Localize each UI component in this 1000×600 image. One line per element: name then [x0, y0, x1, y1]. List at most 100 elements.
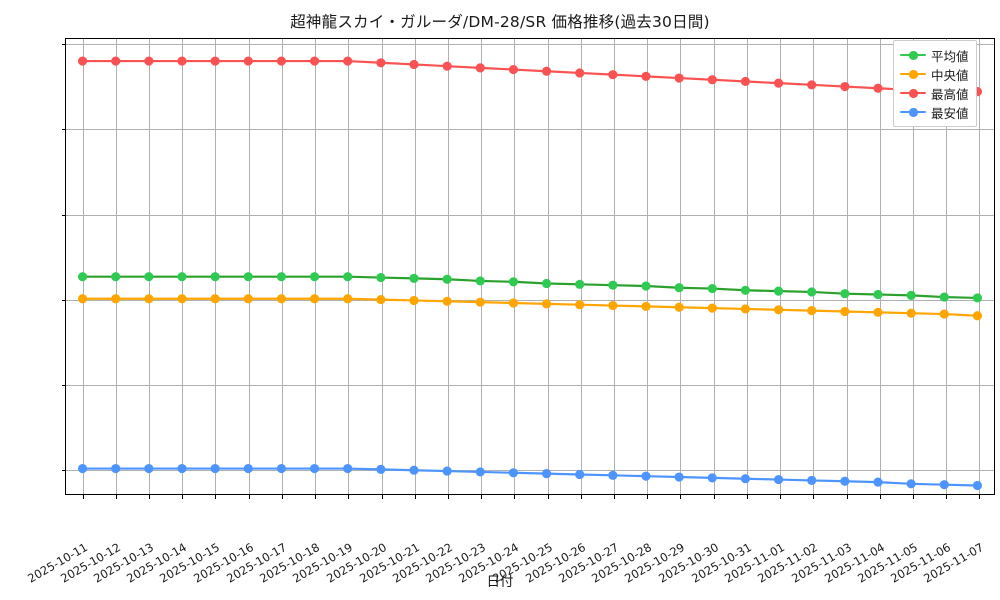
data-point-marker	[575, 279, 585, 289]
x-gridline	[813, 39, 815, 494]
data-point-marker	[608, 470, 618, 480]
data-point-marker	[873, 307, 883, 317]
data-point-marker	[210, 463, 220, 474]
data-point-marker	[276, 56, 287, 66]
x-tick-mark	[348, 494, 350, 499]
x-tick-mark	[248, 494, 250, 499]
data-point-marker	[177, 56, 187, 66]
data-point-marker	[343, 272, 353, 282]
data-point-marker	[740, 285, 751, 295]
x-tick-mark	[414, 494, 416, 499]
data-point-marker	[508, 468, 519, 478]
data-point-marker	[972, 293, 983, 303]
data-point-marker	[840, 476, 850, 486]
x-gridline	[115, 39, 117, 494]
y-tick-mark	[61, 385, 66, 387]
data-point-marker	[343, 56, 353, 66]
data-point-marker	[575, 469, 585, 480]
data-point-marker	[144, 272, 154, 282]
data-point-marker	[409, 59, 419, 70]
data-point-marker	[475, 297, 485, 307]
y-gridline	[66, 44, 994, 46]
data-point-marker	[508, 64, 519, 75]
data-point-marker	[807, 475, 817, 485]
data-point-marker	[144, 294, 154, 304]
x-gridline	[182, 39, 184, 494]
data-point-marker	[906, 290, 916, 300]
x-gridline	[149, 39, 151, 494]
x-gridline	[414, 39, 416, 494]
x-gridline	[879, 39, 881, 494]
chart-title: 超神龍スカイ・ガルーダ/DM-28/SR 価格推移(過去30日間)	[290, 13, 710, 31]
y-tick-mark	[61, 470, 66, 472]
legend-item-4[interactable]: 最安値	[900, 103, 969, 121]
legend-swatch-icon	[900, 48, 926, 62]
data-point-marker	[740, 474, 751, 484]
data-point-marker	[608, 70, 618, 80]
x-tick-mark	[182, 494, 184, 499]
data-point-marker	[773, 474, 784, 485]
data-point-marker	[475, 63, 485, 73]
x-tick-mark	[846, 494, 848, 499]
data-point-marker	[707, 283, 717, 294]
x-gridline	[215, 39, 217, 494]
plot-area: 2503003504004505002025-10-112025-10-1220…	[25, 38, 995, 586]
legend-item-1[interactable]: 平均値	[900, 46, 969, 64]
y-tick-mark	[61, 44, 66, 46]
x-gridline	[647, 39, 649, 494]
data-point-marker	[674, 73, 684, 83]
x-tick-mark	[481, 494, 483, 499]
x-tick-mark	[149, 494, 151, 499]
series-line	[81, 467, 979, 487]
x-gridline	[979, 39, 981, 494]
series-2	[77, 294, 983, 321]
data-point-marker	[641, 471, 651, 481]
data-point-marker	[309, 463, 320, 474]
data-point-marker	[177, 463, 187, 474]
y-gridline	[66, 470, 994, 472]
data-point-marker	[376, 272, 386, 283]
data-point-marker	[972, 480, 983, 491]
data-point-marker	[111, 56, 121, 66]
legend-item-label: 最安値	[931, 105, 969, 121]
x-tick-mark	[82, 494, 84, 499]
x-gridline	[946, 39, 948, 494]
data-point-marker	[409, 465, 419, 475]
data-point-marker	[773, 78, 784, 88]
data-point-marker	[939, 480, 949, 490]
data-point-marker	[541, 66, 552, 76]
series-1	[77, 272, 983, 303]
legend-item-3[interactable]: 最高値	[900, 84, 969, 102]
x-tick-mark	[115, 494, 117, 499]
x-tick-mark	[381, 494, 383, 499]
series-line	[81, 59, 979, 93]
x-tick-mark	[813, 494, 815, 499]
y-tick-mark	[61, 129, 66, 131]
data-point-marker	[541, 278, 552, 289]
data-point-marker	[409, 295, 419, 306]
x-gridline	[846, 39, 848, 494]
data-point-marker	[541, 299, 552, 309]
legend-swatch-icon	[900, 67, 926, 81]
data-point-marker	[906, 308, 916, 318]
data-point-marker	[210, 56, 220, 66]
series-3	[77, 56, 983, 97]
x-tick-mark	[281, 494, 283, 499]
x-gridline	[248, 39, 250, 494]
y-tick-mark	[61, 299, 66, 301]
data-point-marker	[243, 463, 253, 474]
x-tick-mark	[879, 494, 881, 499]
data-point-marker	[873, 477, 883, 487]
data-point-marker	[309, 294, 320, 304]
legend-item-label: 平均値	[931, 48, 969, 64]
series-line	[81, 297, 979, 317]
y-gridline	[66, 299, 994, 301]
legend-item-2[interactable]: 中央値	[900, 65, 969, 83]
data-point-marker	[243, 294, 253, 304]
x-tick-mark	[780, 494, 782, 499]
data-point-marker	[508, 298, 519, 308]
data-point-marker	[608, 280, 618, 290]
x-gridline	[780, 39, 782, 494]
data-point-marker	[939, 292, 949, 302]
x-gridline	[514, 39, 516, 494]
